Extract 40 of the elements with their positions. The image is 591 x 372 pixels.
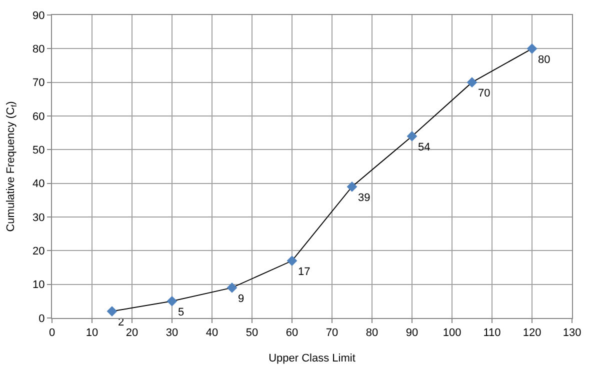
y-tick-label: 80 xyxy=(32,44,45,56)
x-tick-label: 30 xyxy=(166,327,178,340)
x-tick-label: 10 xyxy=(86,327,98,340)
point xyxy=(166,296,178,306)
data-label: 17 xyxy=(298,266,310,278)
point xyxy=(526,43,538,54)
point xyxy=(406,131,418,142)
x-tick-label: 80 xyxy=(366,327,378,340)
data-label: 70 xyxy=(478,88,490,100)
x-tick-label: 110 xyxy=(483,327,501,340)
x-tick-label: 90 xyxy=(406,327,418,340)
y-tick-label: 70 xyxy=(32,77,45,90)
x-tick-label: 70 xyxy=(326,327,338,340)
data-label: 5 xyxy=(178,306,184,318)
y-tick-label: 60 xyxy=(32,110,45,123)
point xyxy=(286,256,298,266)
y-tick-label: 10 xyxy=(32,279,45,292)
x-tick-label: 40 xyxy=(206,327,218,340)
point xyxy=(346,182,358,192)
data-label: 39 xyxy=(358,192,370,204)
data-label: 54 xyxy=(418,141,430,154)
x-tick-label: 130 xyxy=(562,327,582,340)
data-label: 80 xyxy=(538,54,550,66)
x-tick-label: 120 xyxy=(522,327,542,340)
y-tick-label: 0 xyxy=(38,312,45,325)
x-tick-label: 100 xyxy=(442,327,462,340)
data-label: 9 xyxy=(238,292,244,305)
x-tick-label: 60 xyxy=(286,327,298,340)
y-tick-label: 20 xyxy=(32,246,45,258)
x-axis-title: Upper Class Limit xyxy=(268,352,356,364)
point xyxy=(466,77,478,88)
y-tick-label: 40 xyxy=(32,178,45,190)
point xyxy=(106,306,118,316)
point xyxy=(226,282,238,293)
y-tick-label: 90 xyxy=(32,10,45,22)
x-tick-label: 50 xyxy=(246,327,258,340)
y-tick-label: 30 xyxy=(32,212,45,224)
y-tick-label: 50 xyxy=(32,144,45,157)
x-tick-label: 0 xyxy=(48,327,56,340)
x-tick-label: 20 xyxy=(126,327,138,340)
